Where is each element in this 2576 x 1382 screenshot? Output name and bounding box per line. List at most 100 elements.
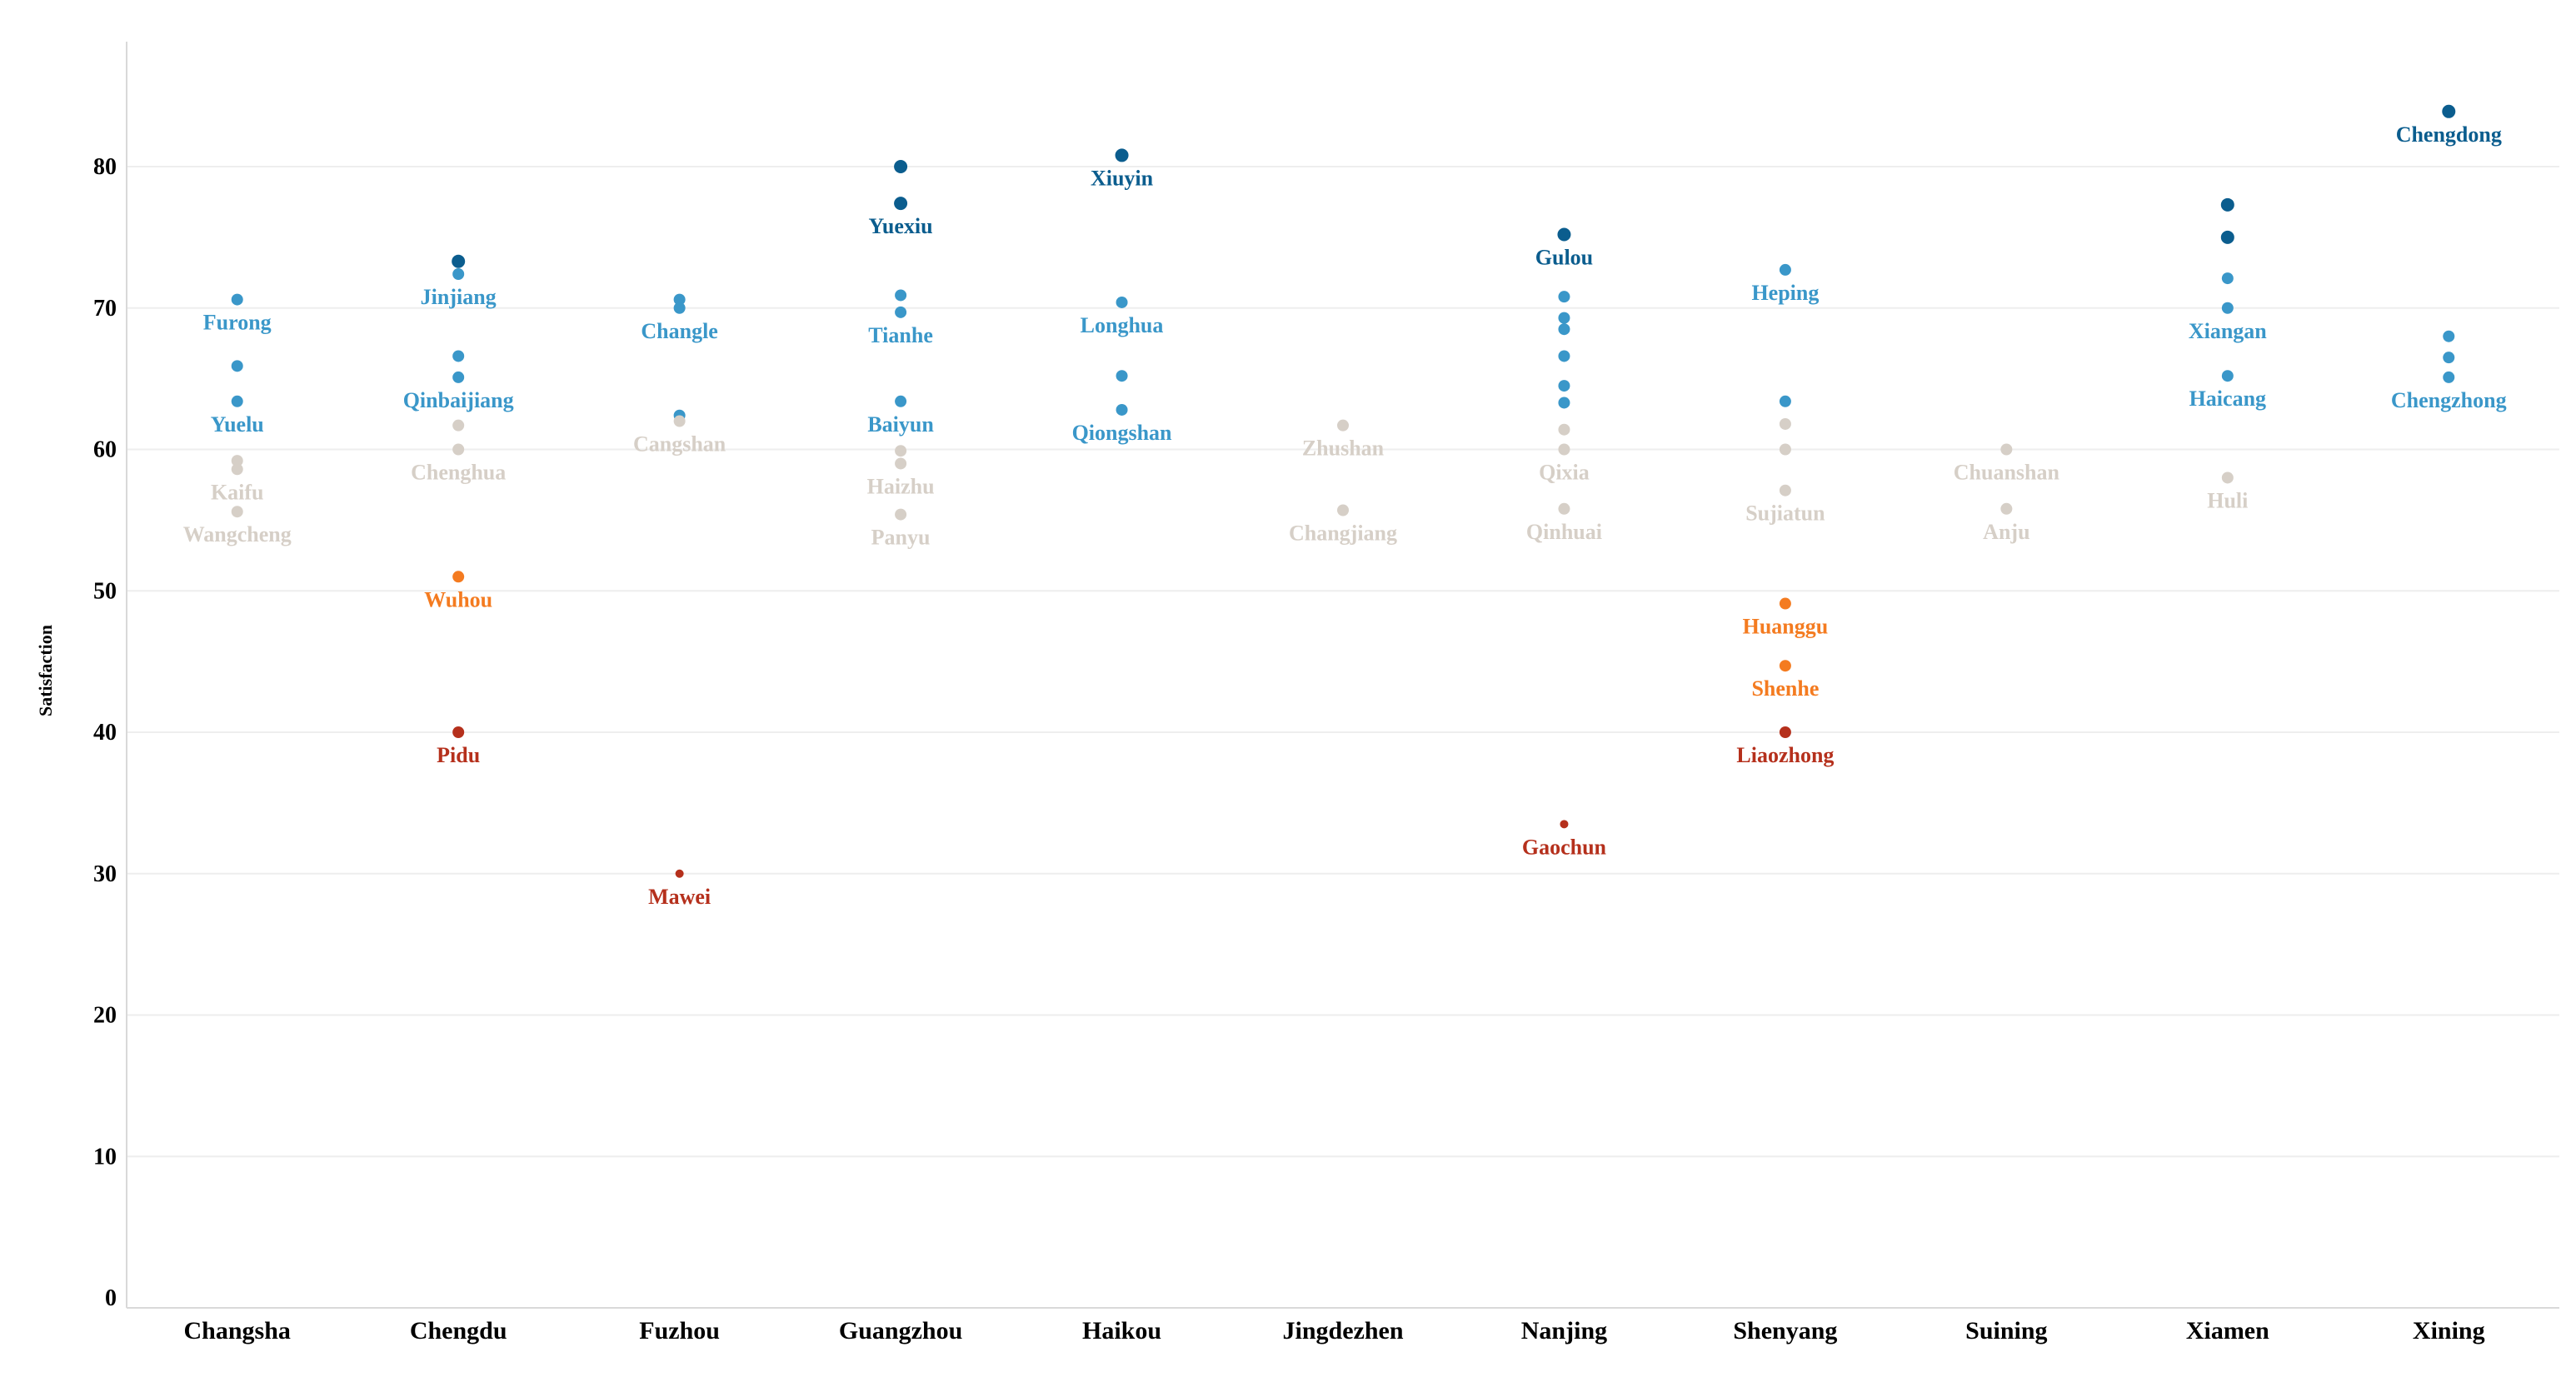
point-label: Xiangan <box>2189 319 2267 343</box>
data-point <box>2000 443 2013 456</box>
y-tick-label: 20 <box>93 1003 117 1029</box>
point-label: Chuanshan <box>1954 461 2060 485</box>
data-point <box>2443 330 2455 342</box>
point-label: Tianhe <box>868 323 933 347</box>
data-point <box>231 360 243 372</box>
point-label: Changjiang <box>1289 521 1397 545</box>
point-label: Panyu <box>871 526 931 550</box>
point-label: Haizhu <box>867 474 935 498</box>
data-point <box>895 457 907 470</box>
y-tick-label: 60 <box>93 437 117 463</box>
data-point <box>895 306 907 318</box>
point-label: Yuelu <box>211 412 264 437</box>
data-point <box>1116 370 1128 382</box>
x-tick-label: Haikou <box>1082 1317 1161 1345</box>
x-tick-labels: Changsha Chengdu Fuzhou Guangzhou Haikou Jing… <box>184 1317 2485 1345</box>
data-point <box>2000 502 2013 515</box>
data-point <box>452 726 465 738</box>
data-point <box>1337 504 1349 516</box>
point-label: Huli <box>2207 488 2248 512</box>
point-label: Qinhuai <box>1526 520 1602 544</box>
data-point <box>1558 380 1570 392</box>
point-label: Anju <box>1983 520 2029 544</box>
data-point <box>231 463 243 476</box>
axes <box>126 42 2559 1309</box>
data-point <box>1779 263 1791 276</box>
data-point <box>1558 502 1570 515</box>
point-label: Heping <box>1751 281 1819 305</box>
data-points <box>231 104 2456 878</box>
data-point <box>2220 230 2234 244</box>
data-point <box>1779 597 1791 610</box>
y-tick-labels: 0 10 20 30 40 50 60 70 80 <box>93 154 117 1311</box>
data-point <box>2443 352 2455 364</box>
data-point <box>452 350 465 362</box>
data-point <box>673 293 686 306</box>
point-label: Changle <box>641 319 717 343</box>
point-label: Wuhou <box>424 587 492 611</box>
data-point <box>1558 350 1570 362</box>
point-label: Mawei <box>648 885 711 909</box>
x-tick-label: Shenyang <box>1733 1317 1837 1345</box>
data-point <box>2221 272 2234 285</box>
data-point <box>2220 197 2234 212</box>
point-label: Chengzhong <box>2391 388 2507 412</box>
data-point <box>1115 148 1129 162</box>
x-tick-label: Changsha <box>184 1317 291 1345</box>
data-point <box>1779 484 1791 496</box>
x-tick-label: Guangzhou <box>839 1317 962 1345</box>
point-label: Wangcheng <box>183 522 292 546</box>
y-tick-label: 0 <box>105 1285 117 1311</box>
point-label: Longhua <box>1081 313 1164 337</box>
data-point <box>231 455 243 467</box>
data-point <box>1116 403 1128 416</box>
data-point <box>895 445 907 457</box>
point-label: Kaifu <box>211 480 264 504</box>
data-point <box>231 293 243 306</box>
data-point <box>1779 660 1791 672</box>
point-label: Qixia <box>1539 461 1590 485</box>
y-tick-label: 30 <box>93 861 117 887</box>
x-tick-label: Xining <box>2413 1317 2485 1345</box>
point-label: Gulou <box>1535 245 1593 269</box>
point-label: Qiongshan <box>1072 421 1172 445</box>
data-point <box>2443 371 2455 383</box>
data-point <box>452 443 465 456</box>
point-label: Jinjiang <box>421 285 497 309</box>
data-point <box>894 160 908 173</box>
gridlines <box>127 166 2559 1158</box>
x-tick-label: Chengdu <box>410 1317 507 1345</box>
x-tick-label: Suining <box>1965 1317 2047 1345</box>
data-point <box>895 289 907 302</box>
data-point <box>1558 291 1570 303</box>
data-point <box>895 395 907 407</box>
data-point <box>2221 471 2234 484</box>
x-tick-label: Jingdezhen <box>1282 1317 1403 1345</box>
data-point <box>1560 820 1569 829</box>
data-point <box>673 415 686 427</box>
data-point <box>1558 397 1570 409</box>
data-point <box>1779 417 1791 430</box>
y-tick-label: 10 <box>93 1144 117 1170</box>
data-point <box>1558 443 1570 456</box>
data-point <box>231 506 243 518</box>
point-label: Cangshan <box>633 432 726 457</box>
point-label: Gaochun <box>1522 835 1607 859</box>
data-point <box>1779 726 1791 738</box>
data-point <box>675 869 684 878</box>
x-tick-label: Xiamen <box>2186 1317 2269 1345</box>
y-axis-label: Satisfaction <box>35 625 56 716</box>
y-tick-label: 40 <box>93 720 117 746</box>
point-label: Baiyun <box>867 412 934 437</box>
y-tick-label: 80 <box>93 154 117 180</box>
data-point <box>2221 302 2234 314</box>
point-label: Xiuyin <box>1091 166 1154 190</box>
y-tick-label: 70 <box>93 296 117 322</box>
data-point <box>452 571 465 583</box>
data-point <box>894 197 908 211</box>
point-label: Yuexiu <box>869 214 933 238</box>
data-point <box>895 508 907 521</box>
point-label: Zhushan <box>1302 437 1385 461</box>
x-tick-label: Nanjing <box>1521 1317 1607 1345</box>
point-label: Liaozhong <box>1736 743 1834 767</box>
